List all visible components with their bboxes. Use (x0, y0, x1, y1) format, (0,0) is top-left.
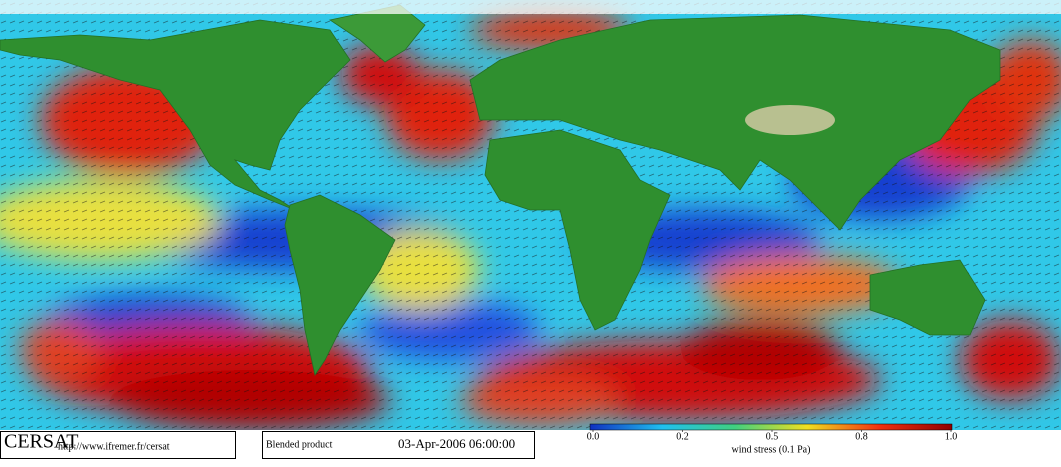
colorbar-ticks: 0.0 0.2 0.5 0.8 1.0 (587, 430, 958, 442)
colorbar-tick-label: 0.0 (587, 431, 600, 442)
continents (0, 4, 1001, 377)
url: http://www.ifremer.fr/cersat (58, 441, 170, 452)
australia (869, 259, 986, 336)
colorbar-tick-label: 0.8 (855, 431, 868, 442)
tibet-plateau (745, 105, 835, 135)
colorbar-tick-label: 0.5 (766, 431, 779, 442)
colorbar (589, 423, 953, 431)
logo-box (0, 431, 236, 459)
logo: CERSAT (4, 431, 78, 453)
legend-title: wind stress (0.1 Pa) (732, 444, 811, 455)
timestamp: 03-Apr-2006 06:00:00 (398, 436, 515, 451)
arctic-ice (0, 0, 1061, 14)
colorbar-tick-label: 0.2 (676, 431, 689, 442)
south-america (284, 194, 396, 377)
eurasia (469, 14, 1001, 231)
colorbar-tick-label: 1.0 (945, 431, 958, 442)
product-label: Blended product (266, 439, 333, 450)
africa (484, 129, 671, 331)
product-box (262, 431, 535, 459)
